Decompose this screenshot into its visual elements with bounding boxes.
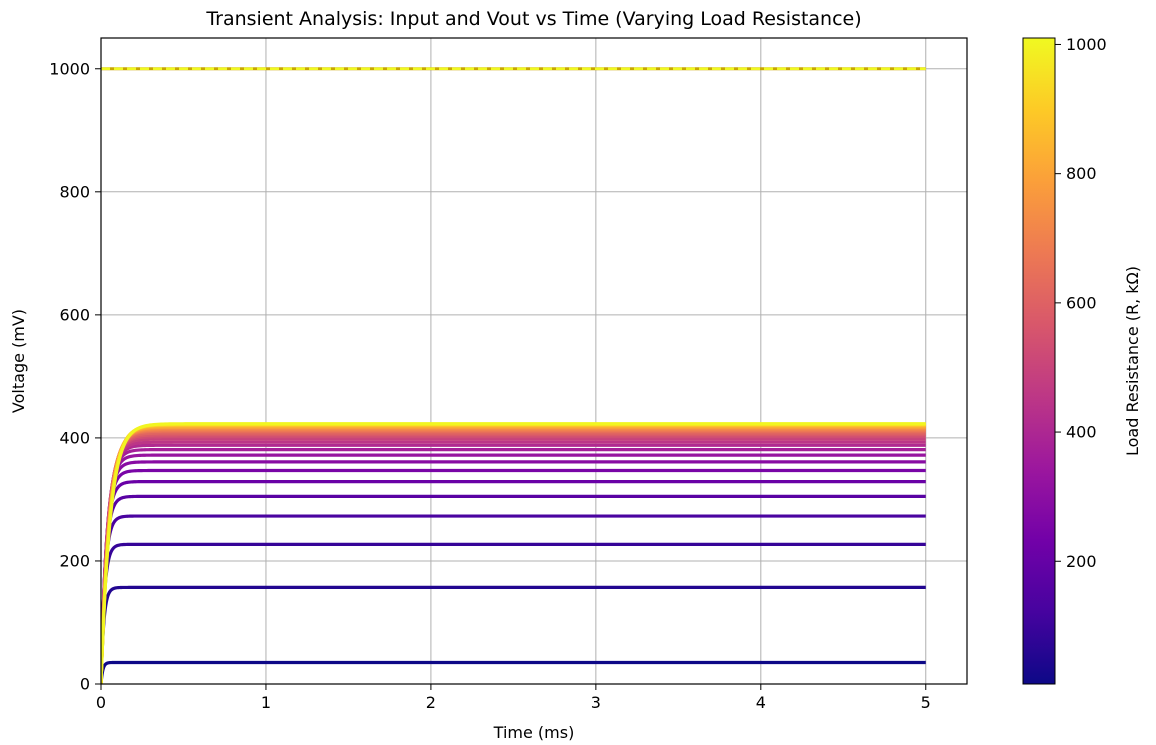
vout-series-line (101, 453, 926, 684)
y-tick-label: 400 (59, 428, 90, 447)
y-axis: 0 200 400 600 800 1000 (49, 59, 101, 694)
colorbar (1022, 37, 1056, 685)
chart-title: Transient Analysis: Input and Vout vs Ti… (205, 8, 861, 30)
vout-series-line (101, 423, 926, 684)
colorbar-tick-label: 800 (1066, 164, 1097, 183)
colorbar-tick-label: 400 (1066, 423, 1097, 442)
vout-series-line (101, 422, 926, 684)
plot-frame (100, 37, 968, 685)
y-tick-label: 200 (59, 551, 90, 570)
x-tick-label: 4 (756, 693, 766, 712)
vout-series-line (101, 435, 926, 684)
x-tick-label: 3 (591, 693, 601, 712)
vout-series-line (101, 425, 926, 684)
x-axis-label: Time (ms) (493, 723, 575, 742)
vout-series-line (101, 660, 926, 684)
vout-series-line (101, 424, 926, 684)
vout-series-line (101, 468, 926, 684)
vout-series-line (101, 494, 926, 684)
x-axis: 0 1 2 3 4 5 (96, 684, 931, 712)
vout-series-line (101, 585, 926, 684)
y-tick-label: 0 (80, 675, 90, 694)
x-tick-label: 1 (261, 693, 271, 712)
vout-series-line (101, 479, 926, 684)
vout-series-line (101, 428, 926, 684)
vout-series-line (101, 447, 926, 684)
colorbar-label: Load Resistance (R, kΩ) (1123, 266, 1142, 456)
colorbar-tick-label: 1000 (1066, 35, 1107, 54)
vout-series-line (101, 440, 926, 684)
colorbar-axis: 200 400 600 800 1000 (1055, 35, 1107, 571)
x-tick-label: 2 (426, 693, 436, 712)
vout-series-line (101, 433, 926, 684)
y-tick-label: 1000 (49, 59, 90, 78)
vout-series-line (101, 542, 926, 684)
y-axis-label: Voltage (mV) (9, 309, 28, 413)
vout-series-line (101, 437, 926, 684)
x-tick-label: 5 (921, 693, 931, 712)
colorbar-tick-label: 600 (1066, 293, 1097, 312)
colorbar-tick-label: 200 (1066, 552, 1097, 571)
vout-series-line (101, 514, 926, 684)
y-tick-label: 800 (59, 182, 90, 201)
vout-series-line (101, 425, 926, 684)
x-tick-label: 0 (96, 693, 106, 712)
series-group (101, 422, 926, 684)
vout-series-line (101, 427, 926, 684)
y-tick-label: 600 (59, 305, 90, 324)
